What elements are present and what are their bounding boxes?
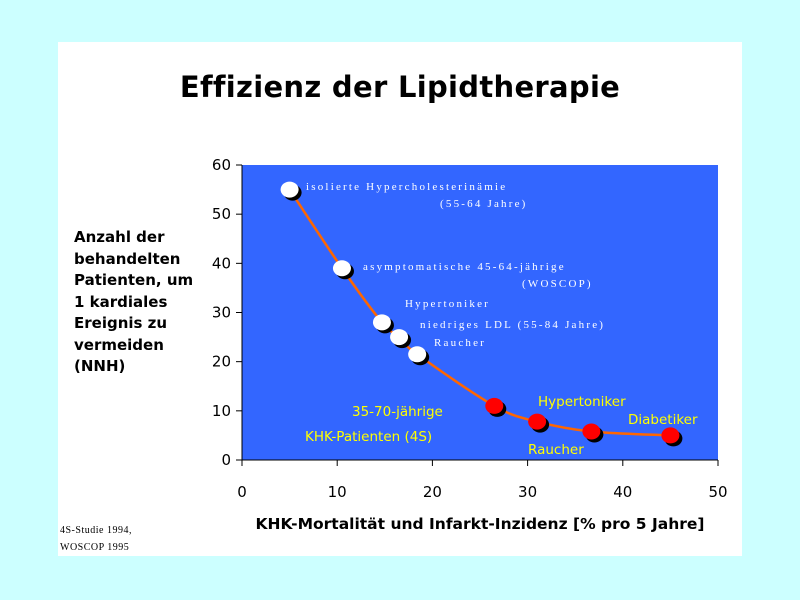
x-tick-label: 30: [518, 483, 537, 501]
x-axis-label: KHK-Mortalität und Infarkt-Inzidenz [% p…: [255, 515, 705, 533]
x-tick-label: 0: [237, 483, 247, 501]
x-tick-label: 50: [708, 483, 727, 501]
data-point-red: [528, 413, 547, 430]
annotation-label: Raucher: [434, 337, 486, 349]
data-point-white: [280, 181, 299, 198]
points-group: [280, 181, 683, 447]
y-tick-label: 20: [212, 353, 231, 371]
data-point-red: [661, 427, 680, 444]
data-point-red: [485, 397, 504, 414]
y-tick-label: 40: [212, 254, 231, 272]
plot-area: [242, 165, 718, 460]
y-tick-label: 30: [212, 304, 231, 322]
annotation-label: Raucher: [528, 442, 584, 458]
x-tick-label: 20: [423, 483, 442, 501]
annotation-label: asymptomatische 45-64-jährige: [363, 261, 566, 273]
annotation-label: isolierte Hypercholesterinämie: [306, 181, 507, 193]
x-tick-label: 10: [328, 483, 347, 501]
annotation-label: KHK-Patienten (4S): [305, 429, 432, 445]
annotation-label: 35-70-jährige: [352, 404, 443, 420]
annotation-label: Hypertoniker: [405, 298, 490, 310]
x-tick-label: 40: [613, 483, 632, 501]
annotation-label: (WOSCOP): [522, 278, 593, 290]
annotations-group: isolierte Hypercholesterinämie (55-64 Ja…: [305, 181, 698, 458]
data-point-red: [582, 423, 601, 440]
y-tick-label: 50: [212, 205, 231, 223]
axes: 0 10 20 30 40 50 60 0 10 20 30 40 50: [212, 156, 728, 501]
data-point-white: [372, 314, 391, 331]
data-point-white: [390, 329, 409, 346]
annotation-label: (55-64 Jahre): [440, 198, 528, 210]
annotation-label: niedriges LDL (55-84 Jahre): [420, 319, 605, 331]
y-tick-label: 0: [221, 451, 231, 469]
y-axis-label: Anzahl der behandelten Patienten, um 1 k…: [74, 228, 194, 375]
y-tick-label: 60: [212, 156, 231, 174]
source-note: 4S-Studie 1994, WOSCOP 1995: [60, 525, 132, 553]
annotation-label: Hypertoniker: [538, 394, 626, 410]
annotation-label: Diabetiker: [628, 412, 698, 428]
chart-title: Effizienz der Lipidtherapie: [179, 70, 621, 104]
y-tick-label: 10: [212, 402, 231, 420]
data-point-white: [332, 260, 351, 277]
data-point-white: [408, 346, 427, 363]
